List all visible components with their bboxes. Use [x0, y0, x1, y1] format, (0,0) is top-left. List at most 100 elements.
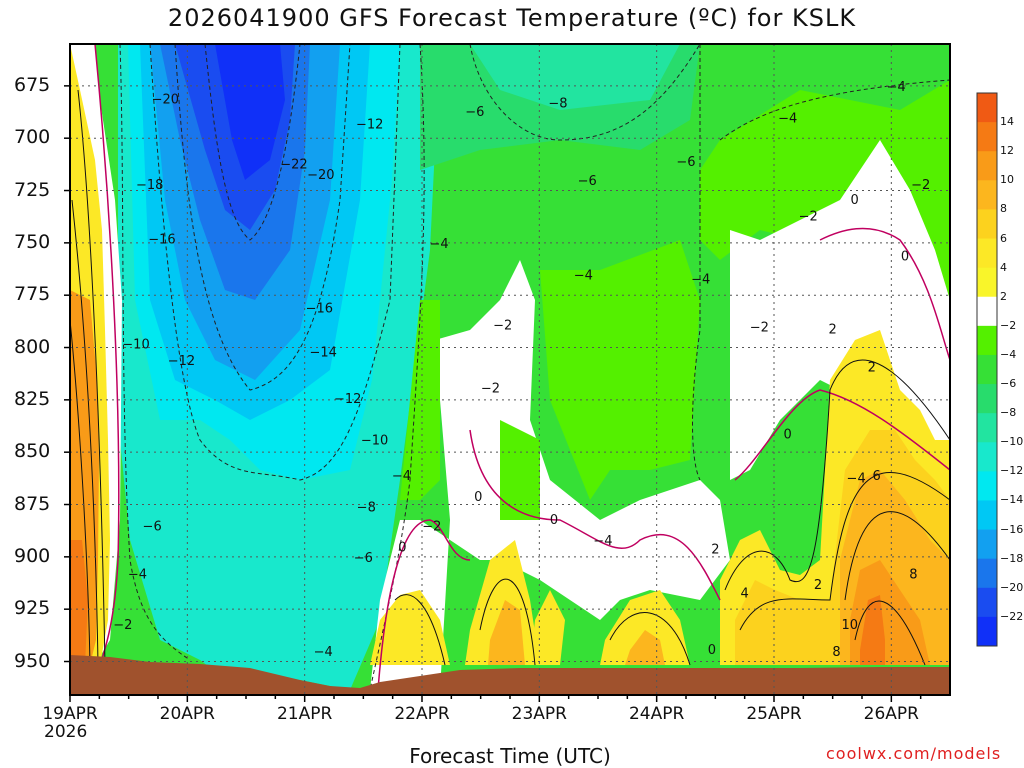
zero-contours — [94, 44, 950, 691]
x-tick-label: 23APR — [511, 704, 567, 724]
contour-label: 0 — [550, 513, 558, 528]
field-lime-mid — [400, 300, 440, 500]
y-tick-label: 750 — [14, 230, 51, 253]
contour-label: −12 — [334, 392, 361, 407]
contour-label: 0 — [474, 490, 482, 505]
contour-label: −20 — [307, 168, 334, 183]
colorbar-label: −12 — [1000, 464, 1024, 478]
field-darkorange-west — [70, 540, 88, 665]
colorbar-label: 8 — [1000, 202, 1007, 216]
contour-label: −20 — [152, 92, 179, 107]
contour-label: 4 — [741, 586, 749, 601]
colorbar-label: −2 — [1000, 318, 1017, 332]
contour-label: −4 — [128, 568, 147, 583]
contour-label: −18 — [136, 178, 163, 193]
contour-label: −8 — [548, 97, 567, 112]
x-axis-title: Forecast Time (UTC) — [409, 744, 611, 768]
colorbar-swatch — [977, 209, 997, 240]
y-axis-ticks — [64, 85, 70, 663]
contour-label: −2 — [911, 178, 930, 193]
contour-label: −10 — [361, 434, 388, 449]
contour-label: 2 — [829, 323, 837, 338]
colorbar-label: −18 — [1000, 551, 1024, 565]
colorbar-swatch — [977, 558, 997, 589]
contour-label: −10 — [122, 337, 149, 352]
contour-label: 0 — [784, 427, 792, 442]
colorbar-label: 6 — [1000, 231, 1007, 245]
colorbar-swatch — [977, 267, 997, 298]
field-cold-darkest — [215, 44, 285, 180]
contour-label: −6 — [578, 174, 597, 189]
colorbar-label: −10 — [1000, 435, 1024, 449]
positive-contours — [70, 89, 950, 666]
contour-label: 2 — [868, 360, 876, 375]
colorbar-swatch — [977, 384, 997, 414]
colorbar-label: −22 — [1000, 609, 1024, 623]
contour-label: −16 — [148, 233, 175, 248]
gridlines — [70, 44, 950, 695]
contour-label: −2 — [493, 318, 512, 333]
terrain — [70, 655, 950, 695]
colorbar-swatch — [977, 413, 997, 443]
contour-label: −6 — [354, 551, 373, 566]
contour-label: 0 — [851, 193, 859, 208]
y-tick-label: 800 — [14, 335, 51, 358]
colorbar-swatch — [977, 500, 997, 531]
source-credit[interactable]: coolwx.com/models — [826, 744, 1002, 763]
field-orange-lobe-2 — [488, 600, 525, 665]
y-tick-label: 725 — [14, 178, 51, 201]
x-tick-label: 25APR — [746, 704, 802, 724]
contour-label: 8 — [909, 568, 917, 583]
contour-label: −16 — [306, 302, 333, 317]
x-tick-label: 19APR — [42, 704, 98, 724]
plot-area: −20−22−18−20−16−16−12−10−14−12−12−10−8−6… — [70, 44, 950, 695]
x-tick-label: 21APR — [276, 704, 333, 724]
y-tick-label: 775 — [14, 283, 51, 306]
contour-label: 0 — [708, 643, 716, 658]
colorbar-label: −8 — [1000, 406, 1017, 420]
y-tick-label: 875 — [14, 492, 51, 515]
colorbar-swatch — [977, 354, 997, 385]
x-tick-label: 26APR — [863, 704, 919, 724]
colorbar-swatch — [977, 296, 997, 327]
contour-label: 0 — [398, 540, 406, 555]
contour-label: −8 — [357, 501, 376, 516]
colorbar-swatch — [977, 587, 997, 618]
colorbar-label: −16 — [1000, 522, 1024, 536]
contour-label: −4 — [778, 111, 797, 126]
contour-label: 6 — [873, 469, 881, 484]
field-yellow-lobe-4 — [600, 590, 690, 665]
colorbar-label: 2 — [1000, 289, 1007, 303]
field-white-mid — [370, 260, 730, 690]
field-orange-lobe-4 — [625, 630, 665, 665]
y-tick-label: 825 — [14, 387, 51, 410]
contour-label: −6 — [465, 105, 484, 120]
colorbar — [976, 92, 998, 647]
contour-label: −2 — [481, 381, 500, 396]
contour-label: −4 — [314, 645, 333, 660]
contour-label: −22 — [280, 157, 307, 172]
x-axis-ticks — [69, 695, 922, 702]
contour-label: −2 — [750, 321, 769, 336]
colorbar-frame — [976, 92, 998, 647]
contour-label: 0 — [901, 249, 909, 264]
y-tick-label: 950 — [14, 649, 51, 672]
colorbar-swatch — [977, 442, 997, 472]
y-tick-label: 850 — [14, 440, 51, 463]
colorbar-swatch — [977, 471, 997, 501]
contour-label: −2 — [422, 519, 441, 534]
colorbar-swatch — [977, 616, 997, 647]
contour-label: 2 — [711, 542, 719, 557]
contour-label: −6 — [676, 155, 695, 170]
contour-label: −4 — [691, 272, 710, 287]
x-tick-label: 22APR — [394, 704, 450, 724]
contour-label: −4 — [430, 237, 449, 252]
contour-labels: −20−22−18−20−16−16−12−10−14−12−12−10−8−6… — [113, 80, 930, 660]
colorbar-label: −20 — [1000, 580, 1024, 594]
contour-label: 2 — [814, 578, 822, 593]
colorbar-swatch — [977, 180, 997, 210]
colorbar-label: 10 — [1000, 173, 1014, 187]
field-lime-mid2 — [500, 420, 540, 520]
x-tick-label: 24APR — [628, 704, 685, 724]
